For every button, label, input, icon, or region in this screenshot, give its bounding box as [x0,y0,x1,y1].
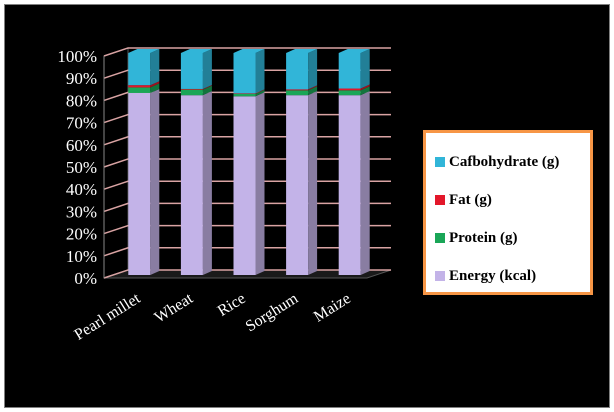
x-tick-label: Pearl millet [71,290,143,344]
bar-segment [180,88,203,90]
bar-top [180,49,212,53]
legend-swatch-carbohydrate [435,157,445,167]
legend-swatch-protein [435,233,445,243]
bar-segment-side [308,85,318,91]
bar-segment-side [360,86,370,96]
y-tick-label: 100% [57,47,97,66]
legend-item-energy: Energy (kcal) [435,261,590,291]
bar-segment [128,85,151,88]
y-tick-label: 60% [66,136,97,155]
bar-segment [128,87,151,93]
chart-background: 0% 10% 20% 30% 40% 50% 60% 70% 80% 90% 100% Pearl … [4,4,610,408]
bar-segment [128,92,151,276]
y-tick-label: 70% [66,114,97,133]
y-tick-label: 90% [66,69,97,88]
bar-segment [180,53,203,89]
y-tick-label: 0% [74,269,97,288]
y-tick-label: 10% [66,247,97,266]
legend-swatch-energy [435,271,445,281]
legend-label-fat: Fat (g) [449,191,492,208]
x-tick-label: Rice [215,290,249,320]
bar-top [286,49,318,53]
bar-segment-side [360,84,370,91]
x-tick-label: Sorghum [243,290,302,336]
bar-segment [233,93,256,97]
bar-segment [338,88,361,91]
bar-top [338,49,370,53]
bar-segment-side [255,92,265,275]
bar-segment-side [150,88,160,276]
stacked-bar-chart: 0% 10% 20% 30% 40% 50% 60% 70% 80% 90% 100% Pearl … [57,47,392,344]
y-tick-label: 40% [66,180,97,199]
bar-segment [286,95,309,276]
bar-segment-side [255,89,265,94]
y-tick-label: 30% [66,202,97,221]
gridline [103,47,391,57]
bars [128,49,370,276]
bar-segment [338,95,361,276]
bar-segment [286,89,309,91]
legend: Cafbohydrate (g) Fat (g) Protein (g) Ene… [423,130,593,295]
y-tick-label: 50% [66,158,97,177]
bar-segment-side [202,91,212,276]
bar-segment-side [308,86,318,96]
x-tick-label: Maize [311,290,354,326]
bar-segment-side [202,84,212,90]
bar-segment-side [150,81,160,88]
y-tick-label: 20% [66,225,97,244]
bar-top [233,49,265,53]
bar-segment [233,93,256,94]
bar-top [128,49,160,53]
bar-segment-side [255,49,265,94]
legend-swatch-fat [435,195,445,205]
bar-segment [128,53,151,86]
bar-segment-side [150,49,160,86]
legend-item-fat: Fat (g) [435,185,590,215]
bar-segment [286,90,309,96]
bar-segment [338,90,361,96]
bar-segment [286,53,309,90]
bar-segment-side [202,85,212,96]
bar-segment [233,96,256,275]
bar-segment-side [360,49,370,89]
legend-label-carbohydrate: Cafbohydrate (g) [449,153,560,170]
bar-segment [180,89,203,96]
bar-segment-side [255,89,265,97]
bar-segment-side [308,49,318,90]
bar-segment [233,53,256,94]
legend-item-carbohydrate: Cafbohydrate (g) [435,147,590,177]
y-tick-label: 80% [66,91,97,110]
bar-segment-side [150,83,160,93]
bar-segment-side [360,91,370,276]
bar-segment [180,95,203,276]
y-axis: 0% 10% 20% 30% 40% 50% 60% 70% 80% 90% 100% [57,47,105,288]
bar-segment [338,53,361,89]
legend-item-protein: Protein (g) [435,223,590,253]
bar-segment-side [202,49,212,89]
legend-label-protein: Protein (g) [449,229,518,246]
legend-label-energy: Energy (kcal) [449,267,537,284]
x-tick-label: Wheat [152,290,197,327]
bar-segment-side [308,91,318,276]
